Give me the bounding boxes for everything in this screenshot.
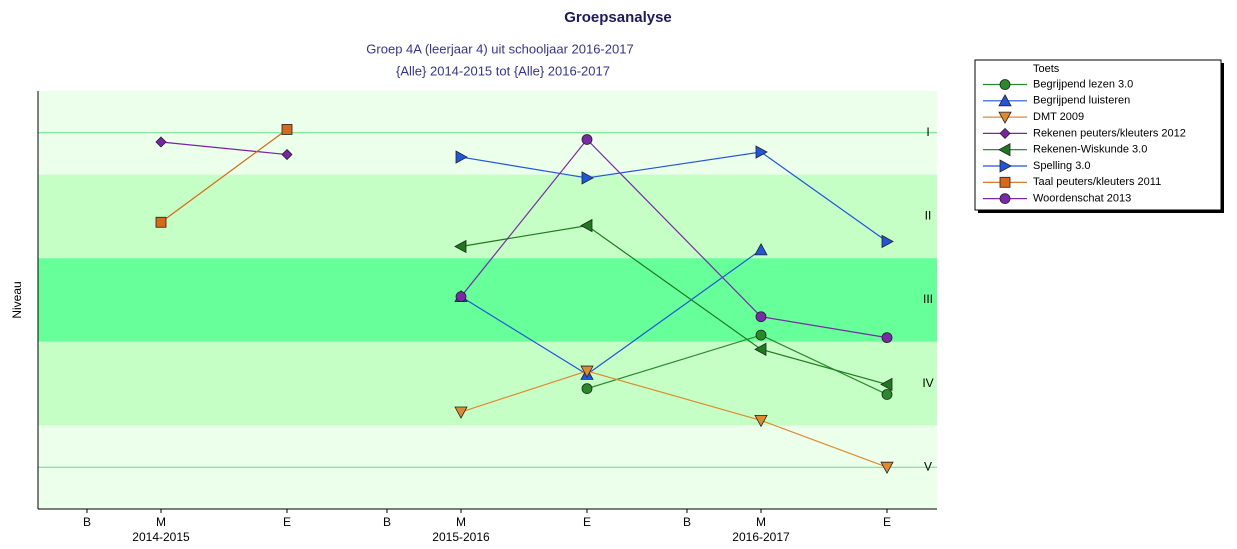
marker [998,111,1012,124]
marker [155,136,167,148]
series [155,136,293,161]
marker [580,218,593,233]
series-line [460,224,888,386]
legend-label: Woordenschat 2013 [1033,193,1131,205]
legend-label: DMT 2009 [1033,111,1084,123]
level-band [38,174,937,259]
legend-item: Begrijpend lezen 3.0 [983,78,1133,90]
marker [999,159,1012,173]
legend-title: Toets [1033,63,1060,75]
series [455,134,893,344]
legend-item: Spelling 3.0 [983,159,1091,173]
legend-item: Rekenen-Wiskunde 3.0 [983,143,1147,157]
marker [581,383,593,395]
series [155,124,293,228]
legend-item: Woordenschat 2013 [983,193,1131,205]
chart-title: Groepsanalyse [564,9,672,26]
subtitle: {Alle} 2014-2015 tot {Alle} 2016-2017 [396,63,610,78]
marker [155,216,167,228]
legend-label: Taal peuters/kleuters 2011 [1033,176,1161,188]
marker [998,93,1012,107]
series [581,329,893,400]
year-label: 2016-2017 [732,530,790,544]
marker [581,171,594,185]
y-tick-label: III [923,292,933,306]
y-tick-label: V [924,459,932,473]
x-tick-label: M [456,515,466,529]
legend-item: DMT 2009 [983,111,1084,124]
x-tick-label: B [83,515,91,529]
legend-label: Rekenen-Wiskunde 3.0 [1033,144,1147,156]
y-tick-label: IV [922,376,933,390]
legend-item: Begrijpend luisteren [983,93,1130,107]
series-line [160,128,288,223]
marker [754,243,768,256]
y-tick-label: II [925,209,932,223]
marker [998,143,1011,157]
year-label: 2014-2015 [132,530,190,544]
year-label: 2015-2016 [432,530,490,544]
series-line [460,138,888,339]
x-tick-label: E [883,515,891,529]
marker [754,342,767,356]
marker [454,239,467,254]
marker [455,291,467,303]
legend-label: Rekenen peuters/kleuters 2012 [1033,127,1186,139]
legend-item: Taal peuters/kleuters 2011 [983,176,1161,188]
legend-label: Begrijpend luisteren [1033,95,1130,107]
series [455,145,894,249]
legend-item: Rekenen peuters/kleuters 2012 [983,127,1186,139]
x-tick-label: B [683,515,691,529]
x-tick-label: M [756,515,766,529]
marker [881,234,894,249]
level-band [38,258,937,342]
marker [455,150,468,164]
subtitle: Groep 4A (leerjaar 4) uit schooljaar 201… [366,41,633,56]
y-axis-label: Niveau [10,281,24,318]
marker [755,329,767,341]
x-tick-label: B [383,515,391,529]
x-tick-label: M [156,515,166,529]
x-tick-label: E [583,515,591,529]
marker [281,148,293,161]
marker [755,311,767,323]
marker [880,377,893,392]
marker [755,145,768,159]
y-tick-label: I [926,125,929,139]
marker [881,332,893,344]
series-line [160,141,288,156]
series [454,218,893,392]
legend-label: Begrijpend lezen 3.0 [1033,78,1133,90]
marker [754,414,768,428]
marker [580,365,594,378]
marker [881,389,893,400]
level-band [38,341,937,426]
x-tick-label: E [283,515,291,529]
marker [999,127,1011,139]
legend-label: Spelling 3.0 [1033,160,1091,172]
marker [999,193,1011,205]
series-line [460,370,888,468]
marker [454,406,468,419]
marker [880,461,894,475]
series [454,365,894,475]
marker [281,124,293,135]
series-line [460,151,888,242]
marker [999,79,1011,90]
marker [999,176,1011,188]
marker [581,134,593,145]
